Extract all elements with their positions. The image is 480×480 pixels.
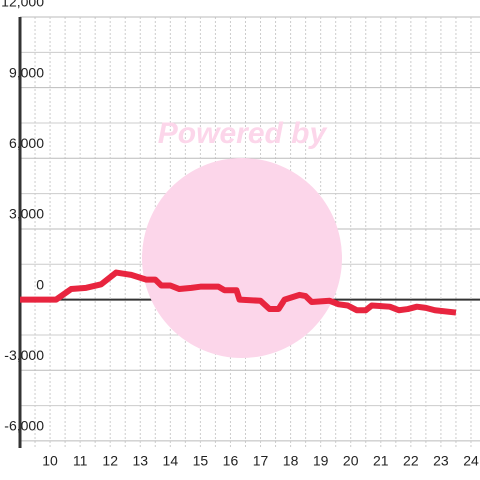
x-tick-label: 24 xyxy=(463,453,479,469)
x-tick-label: 21 xyxy=(373,453,389,469)
x-tick-label: 19 xyxy=(313,453,329,469)
watermark-logo xyxy=(142,158,342,358)
x-tick-label: 16 xyxy=(223,453,239,469)
x-tick-label: 20 xyxy=(343,453,359,469)
x-tick-label: 15 xyxy=(193,453,209,469)
x-tick-label: 17 xyxy=(253,453,269,469)
y-tick-label: -3,000 xyxy=(4,347,44,363)
x-tick-label: 23 xyxy=(433,453,449,469)
x-tick-label: 22 xyxy=(403,453,419,469)
y-tick-label: 12,000 xyxy=(1,0,44,10)
y-tick-label: 9,000 xyxy=(9,64,44,80)
y-tick-label: 3,000 xyxy=(9,206,44,222)
x-tick-label: 12 xyxy=(102,453,118,469)
x-tick-label: 11 xyxy=(73,453,88,469)
y-tick-label: 6,000 xyxy=(9,135,44,151)
x-tick-label: 14 xyxy=(163,453,179,469)
x-tick-label: 18 xyxy=(283,453,299,469)
watermark-text: Powered by xyxy=(158,117,328,150)
x-tick-label: 10 xyxy=(42,453,58,469)
y-tick-label: -6,000 xyxy=(4,418,44,434)
x-tick-label: 13 xyxy=(132,453,148,469)
data-line xyxy=(20,269,457,316)
y-tick-label: 0 xyxy=(36,276,44,292)
